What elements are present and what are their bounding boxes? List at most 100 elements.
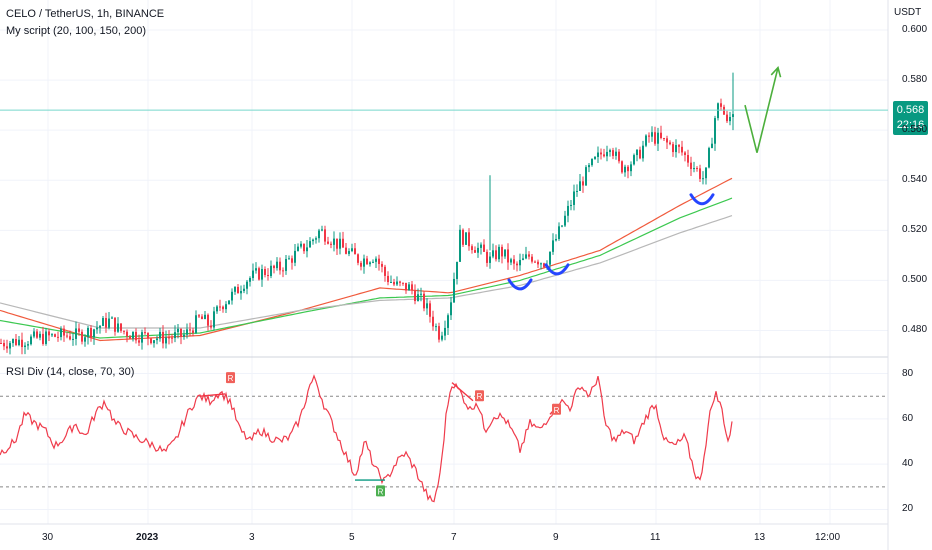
price-tick-label: 0.520 [902,224,928,236]
candle-body [189,329,191,331]
candle-body [183,334,185,337]
price-tick-label: 0.560 [902,124,928,136]
candle-body [117,323,119,332]
candle-body [84,337,86,342]
smile-curve-drawing [507,278,533,291]
time-tick-label: 13 [754,532,766,543]
candle-body [717,103,719,119]
chart-title[interactable]: CELO / TetherUS, 1h, BINANCE [6,8,165,20]
candle-body [273,265,275,269]
candle-body [267,274,269,277]
candle-body [372,261,374,263]
candle-body [315,238,317,240]
candle-body [87,327,89,338]
divergence-marker-label: R [477,392,483,401]
candle-body [270,265,272,277]
candle-body [96,327,98,330]
candle-body [408,284,410,291]
candle-body [450,302,452,316]
candle-body [24,345,26,348]
ma-line-gray [0,215,733,329]
candle-body [522,258,524,260]
candle-body [633,155,635,165]
candle-body [591,158,593,166]
candle-body [585,167,587,186]
candle-body [507,249,509,263]
candle-body [666,138,668,143]
candle-body [606,151,608,157]
candle-body [504,249,506,257]
candle-body [225,304,227,310]
rsi-pane[interactable]: R R R R [0,372,888,503]
candle-body [201,316,203,320]
candle-body [42,333,44,344]
candle-body [345,247,347,254]
indicator-label[interactable]: My script (20, 100, 150, 200) [6,25,147,37]
candle-body [69,336,71,340]
candle-body [252,270,254,279]
candle-body [291,258,293,263]
drawing-annotations[interactable] [507,65,782,291]
candle-body [729,116,731,122]
candles[interactable] [0,72,734,355]
candle-body [114,317,116,332]
candle-body [330,243,332,245]
candle-body [300,243,302,247]
candle-body [648,135,650,137]
time-tick-label: 9 [553,532,559,543]
candle-body [144,332,146,334]
candle-body [48,331,50,336]
arrow-drawing [744,67,779,153]
candle-body [18,339,20,345]
candle-body [57,336,59,338]
candle-body [627,166,629,172]
candle-body [498,246,500,260]
candle-body [495,250,497,260]
candle-body [714,118,716,144]
candle-body [492,250,494,257]
candle-body [156,338,158,341]
candle-body [699,168,701,179]
candle-body [0,343,2,344]
candle-body [138,340,140,343]
candle-body [258,268,260,280]
candle-body [453,278,455,303]
candle-body [15,339,17,345]
candle-body [411,284,413,291]
candle-body [54,334,56,337]
price-badge-value: 0.568 [896,104,925,116]
rsi-indicator-label[interactable]: RSI Div (14, close, 70, 30) [6,366,135,378]
candle-body [561,225,563,227]
candle-body [552,240,554,252]
candle-body [687,155,689,163]
candle-body [429,303,431,317]
candle-body [462,229,464,245]
divergence-marker [552,403,561,415]
candle-body [288,258,290,260]
ma-line-green [0,197,733,339]
candle-body [27,344,29,346]
candle-body [618,151,620,162]
candle-body [639,149,641,159]
candle-body [12,339,14,344]
candle-body [123,330,125,332]
price-tick-label: 0.480 [902,324,928,336]
candle-body [360,262,362,267]
candle-body [477,247,479,253]
candle-body [72,338,74,340]
candle-body [471,246,473,251]
candle-body [660,132,662,139]
currency-label: USDT [894,7,922,18]
candle-body [294,250,296,263]
candle-body [402,282,404,284]
candle-body [456,261,458,279]
candle-body [45,331,47,344]
candle-body [240,291,242,294]
candle-body [210,325,212,328]
candle-body [231,291,233,301]
candle-body [237,286,239,294]
candle-body [420,293,422,295]
candle-body [657,132,659,144]
candle-body [81,331,83,342]
